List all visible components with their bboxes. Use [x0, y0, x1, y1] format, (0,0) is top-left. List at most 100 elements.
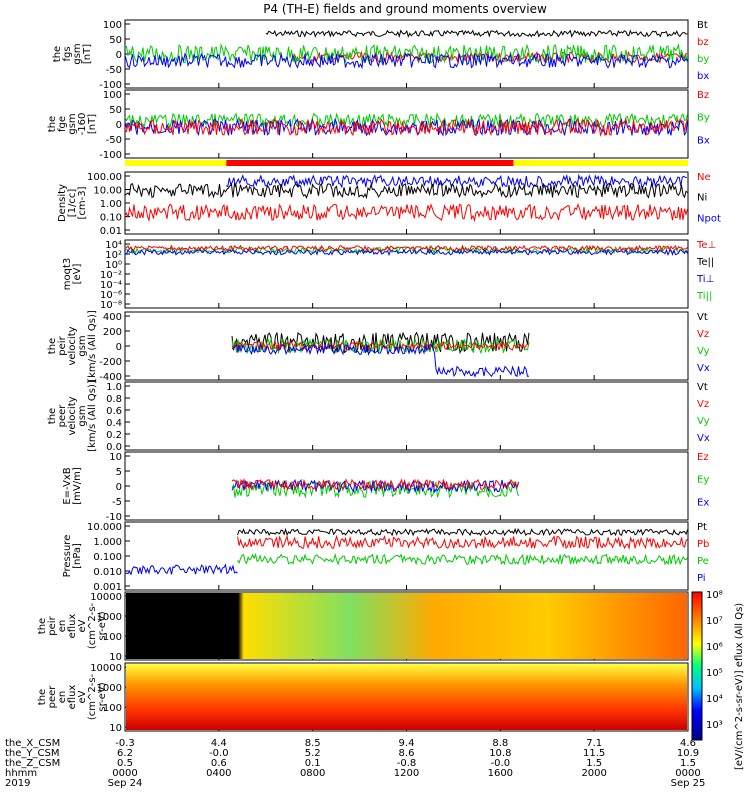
legend-evel: Vt [697, 382, 708, 393]
ytick-label-pressure: 1.000 [93, 537, 122, 548]
ephemeris-cell: 7.1 [586, 738, 602, 749]
trace-fgs-bt [265, 29, 688, 38]
ytick-label-density: 10.00 [93, 186, 122, 197]
colorbar-tick-label: 10⁵ [706, 668, 723, 679]
trace-fgs-by [124, 43, 688, 65]
trace-fgs-bx [124, 52, 688, 70]
colorbar-tick-label: 10⁶ [706, 642, 723, 653]
ephemeris-cell: 0000 [112, 768, 137, 779]
ylabel-espec: thepeerenefluxeV(cm^2-s-sr-eV) [37, 673, 108, 720]
trace-ivel-vz [231, 340, 530, 352]
legend-pressure: Pt [697, 522, 707, 533]
ephemeris-cell: 10.8 [489, 748, 511, 759]
ephemeris-cell: 8.5 [305, 738, 321, 749]
ephemeris-row-label: 2019 [5, 778, 30, 789]
ephemeris-cell: 4.4 [211, 738, 227, 749]
ytick-label-evel: 0.2 [106, 430, 122, 441]
legend-density: Npot [697, 213, 721, 224]
ephemeris-cell: 11.5 [583, 748, 605, 759]
ytick-label-evel: 0.8 [106, 394, 122, 405]
ylabel-temp: moqt3[eV] [62, 258, 83, 291]
ephemeris-cell: 10.9 [677, 748, 699, 759]
legend-pressure: Pe [697, 556, 709, 567]
ephemeris-cell: Sep 25 [671, 778, 706, 789]
legend-ivel: Vt [697, 312, 708, 323]
ytick-label-fge: -100 [99, 150, 122, 161]
panel-frame-fgs [124, 19, 689, 89]
ytick-label-fge: 0 [116, 120, 122, 131]
legend-fgs: bx [697, 71, 709, 82]
trace-pressure-pt [237, 527, 689, 537]
legend-pressure: Pi [697, 573, 706, 584]
legend-efield: Ex [697, 497, 709, 508]
ephemeris-cell: 1.5 [680, 758, 696, 769]
ephemeris-cell: 1.5 [586, 758, 602, 769]
ephemeris-cell: -0.8 [397, 758, 417, 769]
ytick-label-ivel: -400 [99, 372, 122, 383]
trace-pressure-pe [237, 552, 689, 566]
legend-pressure: Pb [697, 539, 709, 550]
ephemeris-cell: -0.0 [209, 748, 229, 759]
legend-evel: Vx [697, 433, 710, 444]
ylabel-ivel: thepeirvelocitygsm[km/s (All Qs)] [47, 310, 98, 382]
panel-frame-evel [124, 381, 689, 451]
ylabel-fgs: thefgsgsm[nT] [52, 43, 93, 64]
mode-bar-yellow-1 [125, 160, 227, 166]
ephemeris-cell: 6.2 [117, 748, 133, 759]
legend-ivel: Vz [697, 329, 709, 340]
legend-fge: Bz [697, 90, 709, 101]
trace-pressure-pi [124, 563, 238, 576]
ephemeris-cell: 0400 [206, 768, 231, 779]
ytick-label-ivel: 400 [103, 312, 122, 323]
ephemeris-cell: 0.1 [305, 758, 321, 769]
ephemeris-cell: 2000 [581, 768, 606, 779]
ylabel-fge: thefgegsm-160[nT] [47, 113, 98, 136]
figure-title: P4 (TH-E) fields and ground moments over… [263, 2, 547, 16]
ytick-label-efield: -5 [112, 497, 122, 508]
trace-pressure-pb [237, 534, 688, 550]
colorbar-tick-label: 10³ [706, 720, 723, 731]
ytick-label-ivel: 0 [116, 342, 122, 353]
trace-efield-ey [231, 480, 519, 499]
ytick-label-fgs: 0 [116, 50, 122, 61]
trace-density-ni [124, 182, 688, 200]
ytick-label-temp: 10⁻⁴ [100, 280, 122, 291]
ion-spectrogram [126, 593, 687, 659]
legend-ivel: Vx [697, 363, 710, 374]
ephemeris-cell: -0.3 [115, 738, 135, 749]
ytick-label-pressure: 0.001 [93, 582, 122, 593]
ytick-label-efield: 10 [109, 452, 122, 463]
ytick-label-fgs: -50 [106, 65, 122, 76]
ytick-label-pressure: 10.000 [87, 522, 122, 533]
ephemeris-row-label: the_Z_CSM [5, 758, 60, 769]
ytick-label-temp: 10² [105, 250, 122, 261]
colorbar-tick-label: 10⁴ [706, 694, 723, 705]
legend-fgs: by [697, 54, 709, 65]
ytick-label-fge: -50 [106, 135, 122, 146]
ytick-label-density: 1.00 [100, 199, 122, 210]
ephemeris-cell: 8.6 [399, 748, 415, 759]
ytick-label-ivel: -200 [99, 357, 122, 368]
ephemeris-row-label: the_Y_CSM [5, 748, 59, 759]
ytick-label-temp: 10⁴ [105, 240, 122, 251]
legend-density: Ne [697, 172, 711, 183]
colorbar-tick-label: 10⁷ [706, 616, 723, 627]
legend-evel: Vy [697, 416, 710, 427]
ephemeris-cell: 9.4 [399, 738, 415, 749]
ytick-label-espec: 10 [109, 723, 122, 734]
legend-temp: Te⊥ [696, 240, 716, 251]
ephemeris-cell: 5.2 [305, 748, 321, 759]
ytick-label-efield: 0 [116, 482, 122, 493]
mode-bar-red [226, 160, 514, 166]
ephemeris-cell: 0.5 [117, 758, 133, 769]
ytick-label-fgs: -100 [99, 80, 122, 91]
ytick-label-temp: 10⁻⁸ [100, 300, 122, 311]
ytick-label-efield: -10 [106, 512, 122, 523]
ylabel-density: Density[1/cc][cm-3] [57, 184, 88, 222]
colorbar: 10⁸ 10⁷ 10⁶ 10⁵ 10⁴ 10³ [eV/(cm^2-s-sr-eV)] e… [691, 590, 745, 770]
ylabel-evel: thepeervelocitygsm[km/s (All Qs)] [47, 380, 98, 452]
ephemeris-cell: 0000 [675, 768, 700, 779]
panels-group: 100500-50-100thefgsgsm[nT]Btbzbybx100500… [37, 19, 721, 734]
ephemeris-cell: 8.8 [492, 738, 508, 749]
